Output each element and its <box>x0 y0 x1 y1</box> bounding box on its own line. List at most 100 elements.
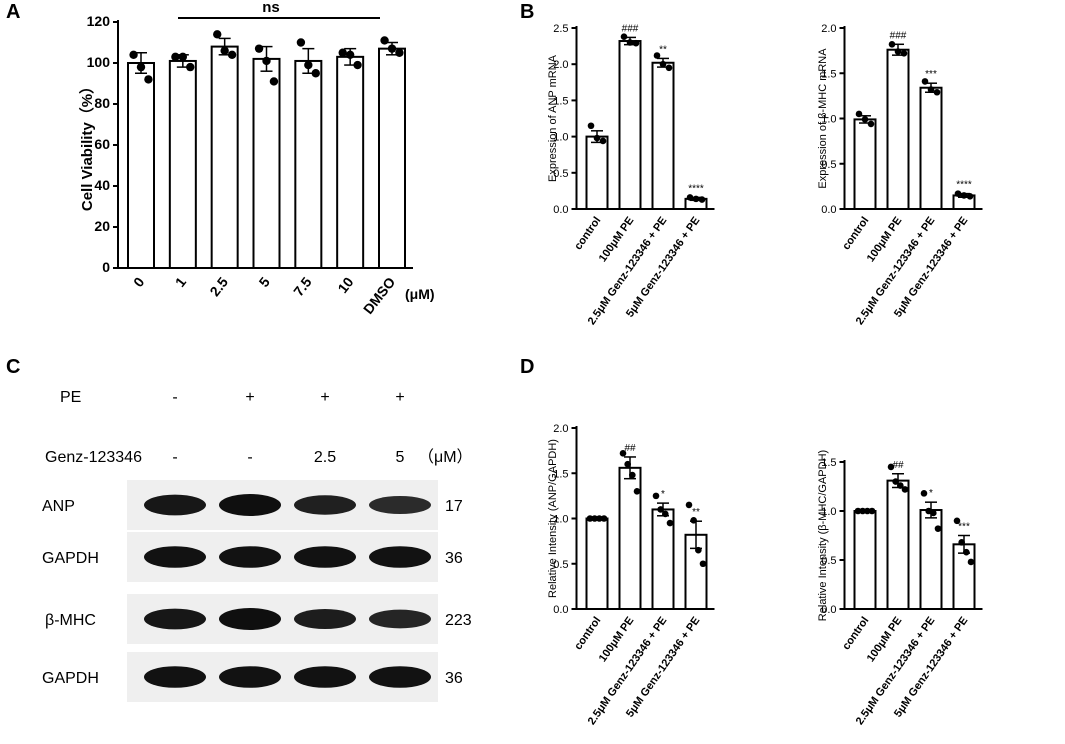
y-tick-label: 100 <box>87 54 111 70</box>
data-point <box>699 560 707 568</box>
data-point <box>666 519 674 527</box>
data-point <box>698 196 706 203</box>
band-protein-label: GAPDH <box>42 550 99 567</box>
data-point <box>686 194 694 201</box>
y-tick-label: 1.0 <box>821 506 836 518</box>
x-tick-label: control <box>572 615 603 652</box>
data-point <box>129 50 138 59</box>
panel-letter: C <box>6 356 20 378</box>
bar-A-3 <box>252 57 281 270</box>
data-point <box>619 450 627 457</box>
data-point <box>927 86 935 93</box>
condition-row-label: PE <box>60 389 81 406</box>
blot-band <box>144 546 206 568</box>
blot-band <box>294 546 356 568</box>
data-point <box>387 44 397 53</box>
blot-band <box>219 608 281 630</box>
data-point <box>887 463 895 471</box>
bar-B2-2 <box>919 86 943 210</box>
band-protein-label: β-MHC <box>45 612 96 629</box>
significance-mark: ## <box>892 460 904 471</box>
data-point <box>901 486 909 493</box>
data-point <box>855 110 863 118</box>
data-point <box>662 510 669 518</box>
blot-band <box>144 608 206 630</box>
condition-value: - <box>172 449 177 466</box>
y-tick-label: 2.0 <box>821 23 836 35</box>
data-point <box>587 122 595 130</box>
bar-A-0 <box>127 62 155 269</box>
data-point <box>958 539 965 546</box>
x-tick-label: 5 <box>255 274 273 290</box>
bar-A-5 <box>336 55 365 269</box>
significance-mark: ** <box>692 507 700 518</box>
data-point <box>304 60 313 70</box>
data-point <box>395 48 404 57</box>
data-point <box>888 40 896 48</box>
data-point <box>652 492 660 500</box>
y-tick-label: 0.0 <box>821 604 836 616</box>
data-point <box>960 192 968 199</box>
data-point <box>920 490 928 497</box>
significance-mark: *** <box>958 522 970 533</box>
band-kda-label: 36 <box>445 670 463 687</box>
condition-value: + <box>320 389 329 406</box>
chart-bmhc-mrna: 0.0 0.5 1.0 1.5 2.0 Expression of β-MHC mRNA c… <box>817 23 983 327</box>
significance-mark: ### <box>890 30 907 41</box>
data-point <box>859 507 866 515</box>
band-protein-label: GAPDH <box>42 670 99 687</box>
data-point <box>867 120 875 128</box>
x-tick-label: 10 <box>334 274 356 296</box>
data-point <box>629 471 636 479</box>
data-point <box>213 30 222 39</box>
bar-D2-2 <box>919 509 943 610</box>
chart-anp-gapdh-intensity: D 0.0 0.5 1.0 1.5 2.0 Relative Intensity (ANP/… <box>520 356 715 727</box>
y-tick-label: 60 <box>94 136 110 152</box>
y-axis-title: Relative Intensity (ANP/GAPDH) <box>547 439 559 598</box>
data-point <box>269 77 279 86</box>
chart-anp-mrna: B 0.0 0.5 1.0 1.5 2.0 2.5 Expression of ANP mRN… <box>520 1 715 327</box>
bar-B1-2 <box>651 61 675 210</box>
x-tick-label: control <box>840 215 871 252</box>
data-point <box>900 50 908 57</box>
data-point <box>227 50 237 59</box>
data-point <box>600 515 608 522</box>
blot-band <box>219 546 281 568</box>
blot-band <box>369 546 431 568</box>
data-point <box>665 64 673 72</box>
y-tick-label: 0.5 <box>821 159 836 171</box>
significance-mark: **** <box>956 180 972 191</box>
data-point <box>262 56 271 66</box>
x-unit-label: (μM) <box>405 286 435 302</box>
data-point <box>220 46 229 55</box>
data-point <box>338 48 347 57</box>
bar-B1-1 <box>618 40 642 211</box>
data-point <box>186 62 195 72</box>
data-point <box>345 50 355 59</box>
data-point <box>963 548 970 556</box>
data-point <box>695 546 702 554</box>
data-point <box>633 488 641 495</box>
data-point <box>967 558 975 566</box>
y-tick-label: 0.0 <box>821 204 836 216</box>
x-tick-label: control <box>840 615 871 652</box>
data-point <box>296 38 306 47</box>
data-point <box>954 190 962 197</box>
data-point <box>659 60 667 68</box>
y-tick-label: 80 <box>94 95 110 111</box>
blot-band <box>294 609 356 629</box>
y-tick-label: 0.5 <box>821 555 836 567</box>
x-tick-label: 7.5 <box>290 274 315 299</box>
data-point <box>933 88 941 96</box>
x-tick-label: DMSO <box>360 274 399 317</box>
y-tick-label: 0.0 <box>553 604 568 616</box>
x-tick-label: 2.5 <box>206 274 231 299</box>
y-tick-label: 0 <box>102 259 110 275</box>
y-tick-label: 40 <box>94 177 110 193</box>
data-point <box>353 60 362 70</box>
bar-A-1 <box>168 59 197 270</box>
data-point <box>144 75 153 84</box>
panel-letter: B <box>520 1 534 23</box>
y-tick-label: 2.0 <box>553 423 568 435</box>
significance-mark: ### <box>622 23 639 34</box>
